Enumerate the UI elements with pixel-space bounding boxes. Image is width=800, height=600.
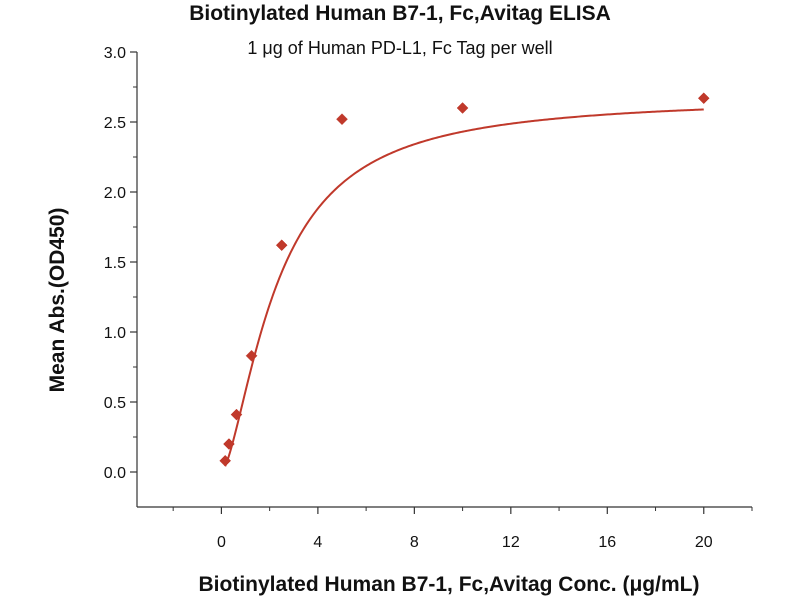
data-point	[223, 438, 235, 450]
y-tick-labels: 0.0 0.5 1.0 1.5 2.0 2.5 3.0	[104, 45, 126, 482]
y-tick-label: 2.5	[104, 115, 126, 132]
x-tick-label: 8	[410, 534, 419, 551]
fit-curve	[224, 108, 704, 467]
y-tick-label: 1.5	[104, 255, 126, 272]
x-tick-label: 20	[695, 534, 713, 551]
x-tick-label: 12	[502, 534, 520, 551]
fit-curve-layer	[224, 108, 704, 467]
x-tick-label: 16	[598, 534, 616, 551]
y-tick-label: 0.0	[104, 465, 126, 482]
chart-subtitle: 1 μg of Human PD-L1, Fc Tag per well	[247, 38, 553, 58]
y-tick-label: 0.5	[104, 395, 126, 412]
data-points	[219, 92, 710, 467]
data-point	[230, 408, 243, 421]
x-tick-label: 0	[217, 534, 226, 551]
data-point	[245, 349, 258, 362]
y-tick-label: 3.0	[104, 45, 126, 62]
y-tick-label: 2.0	[104, 185, 126, 202]
x-tick-label: 4	[313, 534, 322, 551]
chart-title: Biotinylated Human B7-1, Fc,Avitag ELISA	[189, 2, 611, 25]
y-tick-label: 1.0	[104, 325, 126, 342]
data-point	[275, 239, 288, 252]
y-axis-title: Mean Abs.(OD450)	[46, 208, 69, 393]
x-tick-labels: 0 4 8 12 16 20	[217, 534, 713, 551]
axes	[130, 51, 753, 514]
data-point	[336, 113, 348, 126]
data-point	[219, 454, 232, 467]
x-axis-title: Biotinylated Human B7-1, Fc,Avitag Conc.…	[199, 573, 700, 596]
data-point	[456, 102, 469, 114]
data-point	[697, 92, 710, 105]
